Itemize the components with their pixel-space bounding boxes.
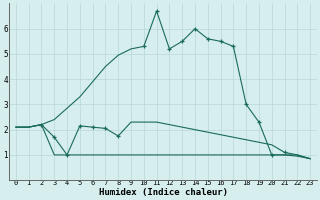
X-axis label: Humidex (Indice chaleur): Humidex (Indice chaleur) (99, 188, 228, 197)
